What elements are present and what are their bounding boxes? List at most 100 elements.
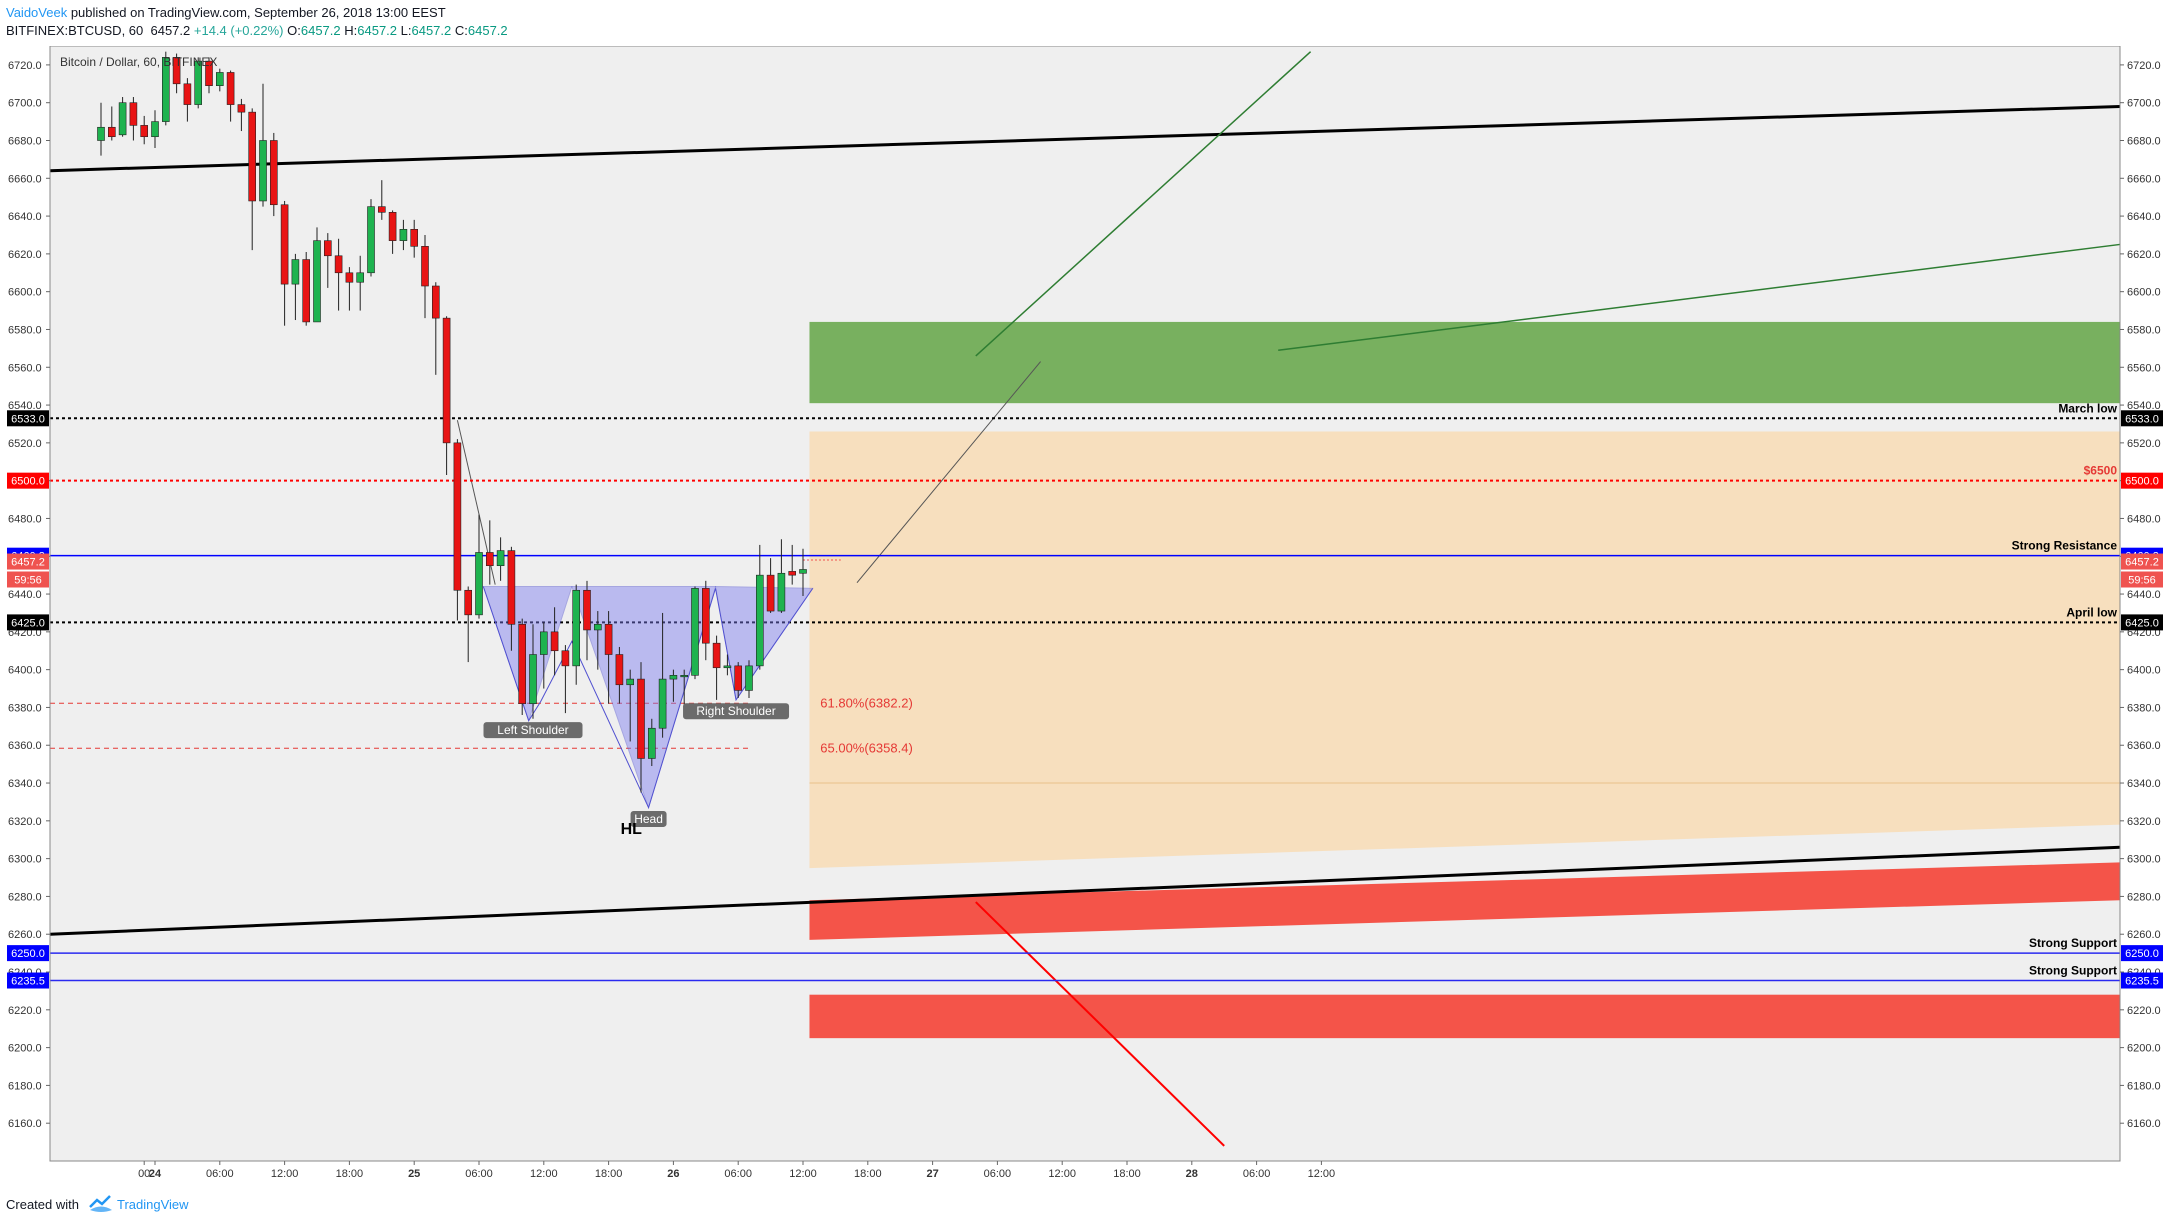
price-change: +14.4 (+0.22%): [193, 23, 284, 38]
price-tag-right: 6533.0: [2125, 413, 2159, 425]
countdown-tag-left-bg: [7, 571, 49, 588]
candle-body: [572, 589, 581, 667]
y-tick-label-left: 6680.0: [8, 135, 42, 147]
candle-body: [269, 140, 278, 206]
x-tick-label: 06:00: [1243, 1168, 1271, 1180]
candle-body: [637, 678, 645, 759]
x-tick-label: 06:00: [984, 1168, 1012, 1180]
y-tick-label-left: 6540.0: [8, 400, 42, 412]
price-tag-left-bg: [7, 945, 49, 962]
candle-body: [485, 552, 494, 567]
candle-body: [248, 111, 256, 202]
candle-body: [367, 206, 375, 274]
level-label: Strong Support: [2029, 964, 2117, 978]
candle-body: [799, 569, 807, 574]
candle-body: [302, 259, 311, 323]
y-tick-label: 6200.0: [2127, 1043, 2161, 1055]
y-tick-label: 6160.0: [2127, 1118, 2161, 1130]
candle-body: [226, 72, 235, 105]
price-tag-right-bg: [2121, 972, 2163, 989]
y-tick-label-left: 6620.0: [8, 249, 42, 261]
low-value: 6457.2: [411, 23, 452, 38]
x-tick-label: 18:00: [595, 1168, 623, 1180]
price-tag-right-bg: [2121, 472, 2163, 489]
y-tick-label-left: 6660.0: [8, 173, 42, 185]
price-tag-left: 6533.0: [11, 413, 45, 425]
support-channel-band: [809, 862, 2120, 940]
projection-down-line: [975, 901, 1225, 1147]
price-tag-right: 6250.0: [2125, 948, 2159, 960]
y-tick-label: 6220.0: [2127, 1005, 2161, 1017]
y-tick-label: 6320.0: [2127, 816, 2161, 828]
target-range-zone: [809, 431, 2120, 869]
candle-body: [647, 727, 656, 759]
y-tick-label-left: 6260.0: [8, 929, 42, 941]
x-tick-label: 06:00: [724, 1168, 752, 1180]
y-tick-label-left: 6400.0: [8, 665, 42, 677]
candle-body: [97, 126, 105, 141]
bullish-target-box: [809, 321, 2120, 404]
author-link[interactable]: VaidoVeek: [6, 5, 68, 20]
candle-body: [259, 140, 267, 202]
open-value: 6457.2: [300, 23, 341, 38]
low-label: L:: [400, 23, 412, 38]
candle-body: [140, 125, 148, 138]
candle-body: [410, 229, 419, 247]
candle-body: [291, 259, 300, 285]
y-tick-label: 6440.0: [2127, 589, 2161, 601]
y-tick-label: 6620.0: [2127, 249, 2161, 261]
candle-body: [734, 665, 743, 691]
y-tick-label-left: 6600.0: [8, 287, 42, 299]
tradingview-link[interactable]: TradingView: [117, 1197, 189, 1212]
footer: Created with TradingView: [0, 1188, 2173, 1221]
price-tag-left: 6425.0: [11, 617, 45, 629]
candle-body: [529, 654, 537, 704]
candle-body: [658, 678, 667, 729]
y-tick-label-left: 6580.0: [8, 324, 42, 336]
x-tick-label: 00: [138, 1168, 150, 1180]
plot-border: [49, 46, 2121, 1162]
countdown-tag-right: 59:56: [2128, 574, 2156, 586]
candle-body: [421, 246, 429, 287]
high-label: H:: [344, 23, 358, 38]
candle-body: [669, 675, 678, 680]
candle-body: [464, 589, 473, 616]
candle-body: [323, 240, 332, 257]
y-tick-label: 6180.0: [2127, 1080, 2161, 1092]
candle-body: [129, 102, 138, 126]
close-label: C:: [454, 23, 468, 38]
candle-body: [691, 588, 699, 676]
y-tick-label-left: 6700.0: [8, 98, 42, 110]
countdown-tag-right-bg: [2121, 571, 2163, 588]
x-tick-label: 18:00: [1113, 1168, 1141, 1180]
candle-body: [453, 442, 462, 591]
x-tick-label: 26: [667, 1168, 679, 1180]
candle-body: [723, 665, 732, 669]
price-chart[interactable]: March low $6500 Strong Resistance April low…: [0, 46, 2173, 1188]
hl-annotation: HL: [621, 821, 643, 838]
author-line: VaidoVeek published on TradingView.com, …: [6, 5, 446, 20]
price-tag-right-bg: [2121, 410, 2163, 427]
candle-body: [788, 571, 797, 576]
y-tick-label-left: 6380.0: [8, 702, 42, 714]
candle-body: [507, 550, 516, 625]
candle-body: [518, 623, 527, 704]
high-value: 6457.2: [357, 23, 398, 38]
candle-body: [604, 623, 613, 655]
tradingview-logo-icon[interactable]: [88, 1193, 114, 1215]
x-tick-label: 28: [1186, 1168, 1198, 1180]
x-tick-label: 12:00: [789, 1168, 817, 1180]
candle-body: [313, 240, 321, 323]
fib-level-label: 61.80%(6382.2): [820, 695, 913, 710]
price-tag-right: 6235.5: [2125, 976, 2159, 988]
candle-body: [701, 588, 710, 644]
y-tick-label-left: 6160.0: [8, 1118, 42, 1130]
level-label: $6500: [2084, 464, 2118, 478]
current-price-tag-right-bg: [2121, 553, 2163, 570]
pattern-label-box: [630, 810, 667, 827]
x-tick-label: 12:00: [1048, 1168, 1076, 1180]
fib-level-label: 65.00%(6358.4): [820, 740, 913, 755]
projection-up-line: [975, 51, 1312, 357]
candle-body: [345, 272, 354, 283]
level-label: Strong Support: [2029, 936, 2117, 950]
